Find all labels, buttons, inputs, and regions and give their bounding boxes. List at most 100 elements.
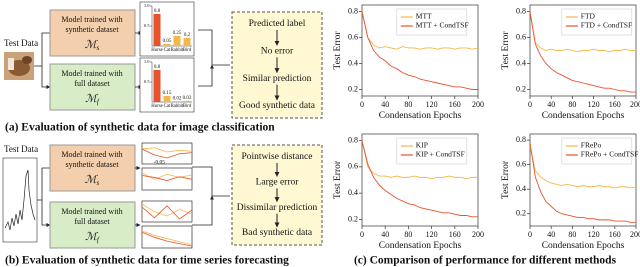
x-tick-label: 160 <box>609 230 621 239</box>
value-label: 0.8 <box>154 65 161 70</box>
x-tick-label: 0 <box>528 100 532 109</box>
y-tick-label: 0.4 <box>516 184 526 193</box>
x-tick-label: 200 <box>630 100 640 109</box>
y-tick-label: 0.8 <box>516 135 526 144</box>
subscript: s <box>97 179 100 187</box>
model-text: Model trained with <box>61 207 122 216</box>
series-line <box>361 11 478 90</box>
x-tick-label: Rabbit <box>171 104 184 109</box>
x-tick-label: Bird <box>183 48 192 53</box>
y-tick-label: 0.6 <box>516 159 526 168</box>
series-line <box>361 140 478 180</box>
x-tick-label: Cat <box>164 104 171 109</box>
y-tick-label: 0.8 <box>348 6 358 15</box>
y-tick-label: 0.8 <box>348 135 358 144</box>
value-label: 0.02 <box>173 96 182 101</box>
connector <box>198 29 230 87</box>
x-tick-label: Bird <box>183 104 192 109</box>
subscript: f <box>97 236 100 244</box>
result-text: Dissimilar prediction <box>237 203 318 213</box>
x-tick-label: 40 <box>547 100 555 109</box>
value-label: 0.03 <box>183 96 192 101</box>
x-tick-label: 200 <box>472 100 484 109</box>
y-tick-label: 1.0 <box>144 59 150 64</box>
x-tick-label: 200 <box>630 230 640 239</box>
legend-label: KIP + CondTSF <box>416 150 465 159</box>
model-text: Model trained with <box>61 150 122 159</box>
model-symbol: ℳs <box>85 174 100 187</box>
result-text: Large error <box>256 178 300 188</box>
series-line <box>529 11 636 93</box>
y-axis-label: Test Error <box>333 31 343 70</box>
input-series <box>4 169 36 231</box>
subscript: s <box>97 44 100 52</box>
value-label: 0.25 <box>173 31 182 36</box>
series-line <box>141 230 193 246</box>
result-text: No error <box>261 47 294 57</box>
plot-frame <box>141 200 193 223</box>
x-axis-label: Condensation Epochs <box>379 241 462 251</box>
value-label: 0.8 <box>154 9 161 14</box>
y-axis-label: Test Error <box>501 31 511 70</box>
x-tick-label: 80 <box>404 100 412 109</box>
subscript: f <box>97 98 100 106</box>
model-symbol: ℳf <box>85 93 100 106</box>
series-line <box>361 11 479 50</box>
x-tick-label: 80 <box>568 100 576 109</box>
value-label: 0.2 <box>184 33 191 38</box>
y-tick-label: 0.4 <box>516 58 526 67</box>
x-axis-label: Condensation Epochs <box>542 241 625 251</box>
model-text: full dataset <box>74 217 110 226</box>
x-tick-label: 160 <box>449 230 461 239</box>
y-tick-label: 0.4 <box>348 58 358 67</box>
x-axis-label: Condensation Epochs <box>542 111 625 121</box>
connector <box>37 167 50 225</box>
symbol: ℳ <box>85 39 99 51</box>
caption: (a) Evaluation of synthetic data for ima… <box>5 122 275 134</box>
bar <box>163 96 171 102</box>
result-text: Similar prediction <box>243 74 312 84</box>
bar <box>173 101 181 102</box>
plot-frame <box>141 167 193 191</box>
x-tick-label: 160 <box>449 100 461 109</box>
bar <box>173 36 181 46</box>
annotation: -0.05 <box>154 159 166 165</box>
y-axis-label: Test Error <box>501 160 511 199</box>
bar <box>183 38 191 46</box>
x-tick-label: Horse <box>151 104 162 109</box>
legend-box <box>561 137 633 165</box>
caption: (b) Evaluation of synthetic data for tim… <box>5 255 289 267</box>
x-tick-label: Cat <box>164 48 171 53</box>
legend-label: MTT + CondTSF <box>416 21 469 30</box>
caption: (c) Comparison of performance for differ… <box>354 255 617 267</box>
bar <box>153 70 161 102</box>
series-line <box>529 142 636 223</box>
y-tick-label: 0.5 <box>144 23 150 28</box>
legend-label: FTD + CondTSF <box>581 21 632 30</box>
chart-bg <box>139 57 195 113</box>
x-axis-label: Condensation Epochs <box>379 111 462 121</box>
x-tick-label: 120 <box>426 100 438 109</box>
x-tick-label: 120 <box>588 230 600 239</box>
x-tick-label: 0 <box>360 230 364 239</box>
x-tick-label: 40 <box>547 230 555 239</box>
legend-label: FRePo <box>581 141 602 150</box>
model-text: synthetic dataset <box>65 160 119 169</box>
x-tick-label: 120 <box>588 100 600 109</box>
plot-frame <box>141 225 193 249</box>
series-line <box>141 175 193 181</box>
x-tick-label: 120 <box>426 230 438 239</box>
x-tick-label: 80 <box>568 230 576 239</box>
y-tick-label: 0.5 <box>144 79 150 84</box>
legend-box <box>396 137 468 165</box>
y-tick-label: 0.2 <box>348 84 358 93</box>
y-tick-label: 0.6 <box>348 162 358 171</box>
x-tick-label: 40 <box>381 230 389 239</box>
legend-box <box>561 8 633 36</box>
symbol: ℳ <box>85 231 99 243</box>
chart-bg <box>139 1 195 57</box>
y-tick-label: 0.6 <box>516 32 526 41</box>
legend-box <box>396 8 468 36</box>
x-tick-label: 200 <box>472 230 484 239</box>
x-tick-label: 0 <box>528 230 532 239</box>
